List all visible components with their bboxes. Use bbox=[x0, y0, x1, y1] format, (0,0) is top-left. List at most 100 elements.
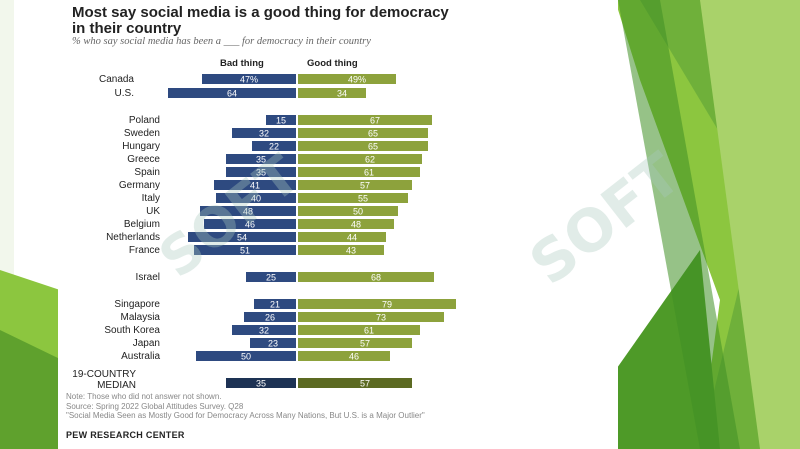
value-label-good: 44 bbox=[347, 233, 357, 243]
category-label: Germany bbox=[119, 180, 160, 191]
bar-bad-thing bbox=[226, 167, 296, 177]
footer-notes: Note: Those who did not answer not shown… bbox=[66, 392, 426, 421]
value-label-bad: 32 bbox=[259, 326, 269, 336]
category-label: Netherlands bbox=[106, 232, 160, 243]
bar-bad-thing bbox=[168, 88, 296, 98]
bar-bad-thing bbox=[202, 74, 296, 84]
value-label-good: 67 bbox=[370, 116, 380, 126]
bar-good-thing bbox=[298, 167, 420, 177]
bar-bad-thing bbox=[250, 338, 296, 348]
value-label-good: 61 bbox=[364, 326, 374, 336]
value-label-good: 46 bbox=[349, 352, 359, 362]
bar-bad-thing bbox=[196, 351, 296, 361]
value-label-bad: 35 bbox=[256, 379, 266, 389]
category-label: South Korea bbox=[104, 325, 160, 336]
bar-good-thing bbox=[298, 88, 366, 98]
bar-good-thing bbox=[298, 219, 394, 229]
bar-good-thing bbox=[298, 325, 420, 335]
bar-bad-thing bbox=[200, 206, 296, 216]
category-label: UK bbox=[146, 206, 160, 217]
bar-bad-thing bbox=[226, 154, 296, 164]
bar-bad-thing bbox=[216, 193, 296, 203]
footer-source: Source: Spring 2022 Global Attitudes Sur… bbox=[66, 401, 244, 411]
value-label-bad: 25 bbox=[266, 273, 276, 283]
category-label: Spain bbox=[134, 167, 160, 178]
bar-bad-thing bbox=[232, 128, 296, 138]
category-label: Singapore bbox=[114, 299, 160, 310]
value-label-good: 65 bbox=[368, 129, 378, 139]
value-label-bad: 26 bbox=[265, 313, 275, 323]
category-label: Poland bbox=[129, 115, 160, 126]
value-label-bad: 23 bbox=[268, 339, 278, 349]
bar-bad-thing bbox=[204, 219, 296, 229]
bar-bad-thing bbox=[254, 299, 296, 309]
bar-bad-thing bbox=[266, 115, 296, 125]
value-label-good: 57 bbox=[360, 181, 370, 191]
value-label-bad: 35 bbox=[256, 168, 266, 178]
value-label-good: 48 bbox=[351, 220, 361, 230]
chart-title: Most say social media is a good thing fo… bbox=[72, 4, 449, 37]
value-label-good: 79 bbox=[382, 300, 392, 310]
bar-bad-thing bbox=[226, 378, 296, 388]
category-label: Canada bbox=[99, 74, 134, 85]
category-label: MEDIAN bbox=[97, 380, 136, 391]
bar-bad-thing bbox=[244, 312, 296, 322]
value-label-bad: 54 bbox=[237, 233, 247, 243]
value-label-good: 61 bbox=[364, 168, 374, 178]
value-label-good: 34 bbox=[337, 89, 347, 99]
value-label-bad: 47% bbox=[240, 75, 258, 85]
bar-good-thing bbox=[298, 128, 428, 138]
bar-bad-thing bbox=[214, 180, 296, 190]
value-label-good: 49% bbox=[348, 75, 366, 85]
category-label: Sweden bbox=[124, 128, 160, 139]
value-label-good: 55 bbox=[358, 194, 368, 204]
bar-bad-thing bbox=[188, 232, 296, 242]
value-label-bad: 64 bbox=[227, 89, 237, 99]
bar-good-thing bbox=[298, 299, 456, 309]
bar-good-thing bbox=[298, 245, 384, 255]
value-label-good: 50 bbox=[353, 207, 363, 217]
category-label: Malaysia bbox=[121, 312, 161, 323]
value-label-bad: 51 bbox=[240, 246, 250, 256]
value-label-bad: 48 bbox=[243, 207, 253, 217]
category-label: U.S. bbox=[115, 88, 134, 99]
bar-good-thing bbox=[298, 154, 422, 164]
header-good-thing: Good thing bbox=[307, 58, 358, 69]
value-label-good: 57 bbox=[360, 379, 370, 389]
category-label: 19-COUNTRY bbox=[72, 369, 136, 380]
bar-good-thing bbox=[298, 115, 432, 125]
chart-subtitle: % who say social media has been a ___ fo… bbox=[72, 36, 371, 47]
value-label-bad: 35 bbox=[256, 155, 266, 165]
bar-good-thing bbox=[298, 193, 408, 203]
value-label-bad: 40 bbox=[251, 194, 261, 204]
bar-good-thing bbox=[298, 351, 390, 361]
category-label: Australia bbox=[121, 351, 160, 362]
value-label-good: 43 bbox=[346, 246, 356, 256]
category-label: Belgium bbox=[124, 219, 160, 230]
footer-report: "Social Media Seen as Mostly Good for De… bbox=[66, 411, 425, 421]
value-label-good: 65 bbox=[368, 142, 378, 152]
value-label-bad: 21 bbox=[270, 300, 280, 310]
value-label-good: 73 bbox=[376, 313, 386, 323]
bar-bad-thing bbox=[252, 141, 296, 151]
value-label-good: 68 bbox=[371, 273, 381, 283]
bar-good-thing bbox=[298, 206, 398, 216]
footer-note: Note: Those who did not answer not shown… bbox=[66, 392, 222, 401]
bar-good-thing bbox=[298, 141, 428, 151]
value-label-bad: 15 bbox=[276, 116, 286, 126]
value-label-bad: 50 bbox=[241, 352, 251, 362]
category-label: Israel bbox=[136, 272, 160, 283]
value-label-good: 62 bbox=[365, 155, 375, 165]
bar-good-thing bbox=[298, 74, 396, 84]
value-label-bad: 41 bbox=[250, 181, 260, 191]
bar-good-thing bbox=[298, 312, 444, 322]
bar-bad-thing bbox=[194, 245, 296, 255]
bar-bad-thing bbox=[232, 325, 296, 335]
bar-good-thing bbox=[298, 338, 412, 348]
bar-good-thing bbox=[298, 272, 434, 282]
category-label: Greece bbox=[127, 154, 160, 165]
value-label-bad: 22 bbox=[269, 142, 279, 152]
value-label-good: 57 bbox=[360, 339, 370, 349]
